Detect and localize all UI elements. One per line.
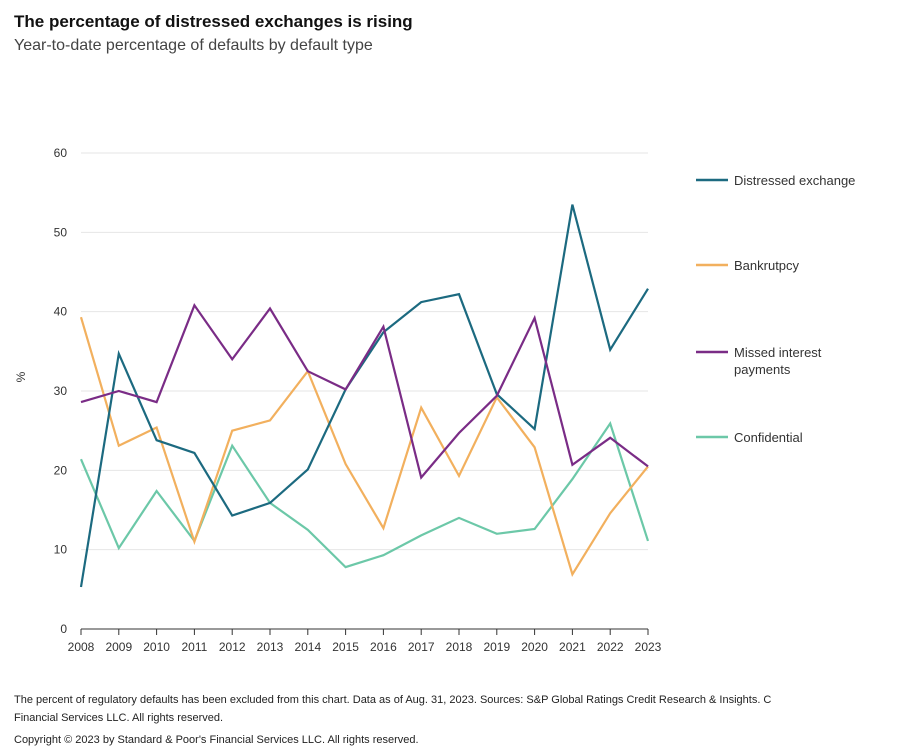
series-line-missed-interest-payments xyxy=(80,302,649,480)
y-tick-label: 0 xyxy=(60,622,67,636)
y-axis-label: % xyxy=(14,371,28,382)
x-tick-label: 2017 xyxy=(408,640,435,654)
x-tick-label: 2018 xyxy=(446,640,473,654)
footnote-copyright: Copyright © 2023 by Standard & Poor's Fi… xyxy=(14,734,419,746)
chart-title: The percentage of distressed exchanges i… xyxy=(14,12,413,31)
footnote-sources: The percent of regulatory defaults has b… xyxy=(14,694,772,706)
x-tick-label: 2012 xyxy=(219,640,246,654)
series-line-bankrutpcy xyxy=(79,316,649,577)
line-chart: 0 10 20 30 40 50 60 2008 2009 2010 2011 2012 2013 201… xyxy=(14,146,855,654)
x-tick-label: 2014 xyxy=(294,640,321,654)
y-tick-label: 30 xyxy=(54,384,68,398)
legend-label: Distressed exchange xyxy=(734,173,855,188)
x-tick-label: 2015 xyxy=(332,640,359,654)
legend-label: Confidential xyxy=(734,430,803,445)
x-tick-label: 2022 xyxy=(597,640,624,654)
x-tick-label: 2016 xyxy=(370,640,397,654)
series-line-distressed-exchange xyxy=(79,204,649,588)
y-tick-label: 10 xyxy=(54,543,68,557)
y-tick-label: 50 xyxy=(54,225,68,239)
chart-subtitle: Year-to-date percentage of defaults by d… xyxy=(14,37,373,54)
x-tick-label: 2008 xyxy=(68,640,95,654)
x-tick-label: 2011 xyxy=(181,640,207,654)
x-tick-label: 2010 xyxy=(143,640,170,654)
y-tick-label: 20 xyxy=(54,463,68,477)
legend-label: Bankrutpcy xyxy=(734,258,800,273)
legend-label: Missed interest xyxy=(734,345,822,360)
y-tick-label: 40 xyxy=(54,305,68,319)
x-tick-label: 2021 xyxy=(559,640,586,654)
x-tick-label: 2019 xyxy=(483,640,510,654)
legend-label: payments xyxy=(734,362,791,377)
x-tick-label: 2013 xyxy=(257,640,284,654)
series-line-confidential xyxy=(79,421,650,569)
footnote-rights: Financial Services LLC. All rights reser… xyxy=(14,712,224,724)
x-tick-label: 2020 xyxy=(521,640,548,654)
x-tick-label: 2023 xyxy=(635,640,662,654)
x-tick-label: 2009 xyxy=(105,640,132,654)
y-tick-label: 60 xyxy=(54,146,68,160)
